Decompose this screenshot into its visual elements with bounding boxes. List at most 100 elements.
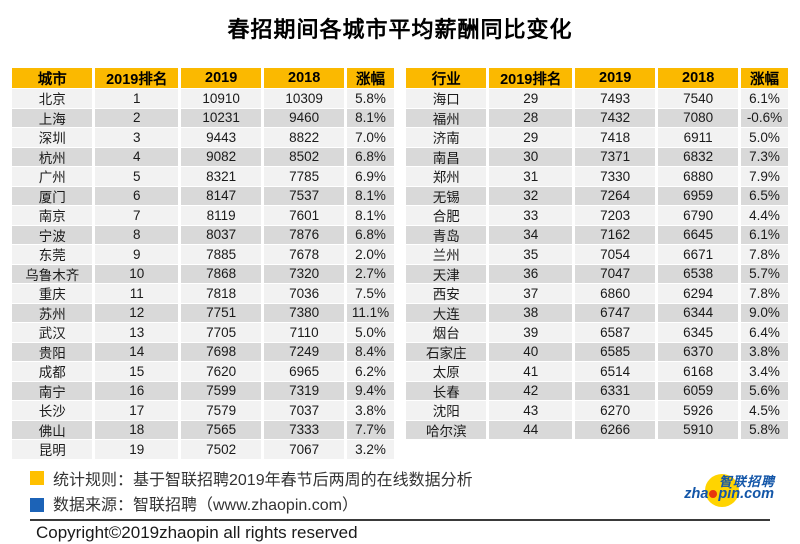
table-cell: 7620 [181,362,265,381]
table-row: 广州 5 8321 7785 6.9% [12,167,394,186]
table-cell: 南京 [12,206,96,225]
table-cell: 5926 [658,401,741,420]
table-cell: 13 [95,323,181,342]
table-cell: 6860 [575,284,659,303]
table-cell: 7751 [181,303,265,322]
table-cell: 7818 [181,284,265,303]
table-cell: 10 [95,264,181,283]
table-cell: 31 [489,167,575,186]
table-cell: 上海 [12,108,96,127]
table-cell: 6.8% [355,227,386,243]
table-cell: 10309 [264,89,347,108]
table-cell: 南昌 [406,147,490,166]
table-cell: 6880 [658,167,741,186]
footer-divider [30,519,770,521]
table-cell: 7.8% [749,246,780,262]
table-cell: 4 [95,147,181,166]
table-cell: 2.0% [355,246,386,262]
table-cell: 青岛 [406,225,490,244]
table-cell: 杭州 [12,147,96,166]
table-cell: 9443 [181,128,265,147]
table-cell: 7678 [264,245,347,264]
table-row: 石家庄 40 6585 6370 3.8% [406,342,788,361]
table-cell: 6965 [264,362,347,381]
table-cell: 8.1% [355,110,386,126]
logo-cn-text: 智联招聘 [718,474,775,489]
table-cell: 6.1% [749,90,780,106]
table-cell: 7565 [181,420,265,439]
table-row: 苏州 12 7751 7380 11.1% [12,303,394,322]
table-cell: 30 [489,147,575,166]
logo-red-dot-icon [709,490,718,498]
copyright-text: Copyright©2019zhaopin all rights reserve… [36,523,358,542]
table-cell: 7037 [264,401,347,420]
table-cell: 6671 [658,245,741,264]
table-row: 南昌 30 7371 6832 7.3% [406,147,788,166]
table-cell: 7785 [264,167,347,186]
table-cell: 7 [95,206,181,225]
logo-en-pre: zha [684,486,709,502]
table-cell: 38 [489,303,575,322]
table-cell: 6.8% [355,149,386,165]
table-cell: 8.1% [355,207,386,223]
table-cell: 10231 [181,108,265,127]
table-cell: 43 [489,401,575,420]
table-cell: 东莞 [12,245,96,264]
table-cell: 7.9% [749,168,780,184]
table-cell: 7380 [264,303,347,322]
table-cell: 佛山 [12,420,96,439]
table-cell: 36 [489,264,575,283]
table-row: 兰州 35 7054 6671 7.8% [406,245,788,264]
table-cell: 3.8% [749,344,780,360]
table-cell: 7249 [264,342,347,361]
table-cell: 成都 [12,362,96,381]
table-row: 南宁 16 7599 7319 9.4% [12,381,394,400]
table-cell: 6832 [658,147,741,166]
table-cell: 7493 [575,89,659,108]
table-cell: 7162 [575,225,659,244]
table-cell: 39 [489,323,575,342]
table-cell: 太原 [406,362,490,381]
table-cell: 南宁 [12,381,96,400]
table-cell: 5.8% [749,422,780,438]
note-data-source-text: 数据来源：智联招聘（www.zhaopin.com） [53,497,358,514]
table-cell: 西安 [406,284,490,303]
table-row: 北京 1 10910 10309 5.8% [12,89,394,108]
table-cell: 7.8% [749,285,780,301]
table-cell: 6370 [658,342,741,361]
table-cell: 3 [95,128,181,147]
table-cell: 3.8% [355,402,386,418]
blue-square-bullet-icon [30,498,44,512]
table-cell: 8.1% [355,188,386,204]
table-cell: 7537 [264,186,347,205]
table-cell: 7080 [658,108,741,127]
table-cell: 41 [489,362,575,381]
table-row: 贵阳 14 7698 7249 8.4% [12,342,394,361]
table-cell: 6645 [658,225,741,244]
table-cell: 5910 [658,420,741,439]
table-cell: 行业 [406,68,490,88]
table-cell: 2019排名 [95,68,181,88]
table-cell: 2019 [181,68,265,88]
table-cell: 9460 [264,108,347,127]
table-cell: 8 [95,225,181,244]
table-cell: 44 [489,420,575,439]
table-cell: 6.9% [355,168,386,184]
table-cell: 6587 [575,323,659,342]
table-row: 佛山 18 7565 7333 7.7% [12,420,394,439]
table-header-row: 城市 2019排名 2019 2018 涨幅 [12,68,394,88]
table-row: 无锡 32 7264 6959 6.5% [406,186,788,205]
table-cell: 苏州 [12,303,96,322]
table-cell: 6 [95,186,181,205]
table-cell: 6514 [575,362,659,381]
table-cell: 7432 [575,108,659,127]
table-cell: 7054 [575,245,659,264]
table-row: 深圳 3 9443 8822 7.0% [12,128,394,147]
table-cell: 5.8% [355,90,386,106]
table-row: 厦门 6 8147 7537 8.1% [12,186,394,205]
table-cell: 7.7% [355,422,386,438]
logo-en-post: pin.com [718,486,774,502]
table-cell: 8.4% [355,344,386,360]
table-cell: 7601 [264,206,347,225]
